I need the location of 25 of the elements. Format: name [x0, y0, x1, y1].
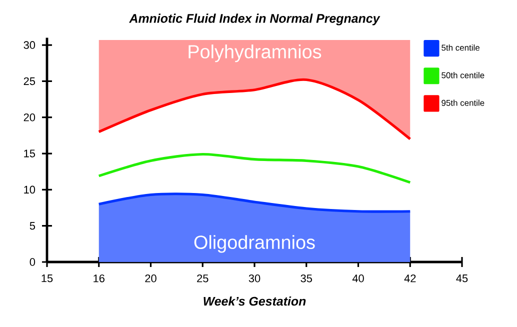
x-tick-label: 40: [352, 274, 364, 282]
y-tick-label: 0: [30, 258, 36, 266]
chart-title: Amniotic Fluid Index in Normal Pregnancy: [129, 14, 380, 26]
y-tick-label: 25: [24, 77, 36, 86]
legend-label: 95th centile: [442, 100, 484, 106]
x-tick-label: 30: [248, 274, 260, 282]
y-tick-label: 5: [30, 222, 36, 230]
x-tick-label: 35: [300, 274, 312, 282]
x-tick-label: 45: [456, 274, 468, 282]
x-axis-title: Week’s Gestation: [204, 296, 306, 306]
annotation: Polyhydramnios: [188, 44, 322, 62]
line-series: [98, 78, 412, 140]
line-series: [98, 152, 412, 184]
legend-label: 50th centile: [442, 72, 484, 78]
annotation: Oligodramnios: [194, 235, 315, 253]
x-tick-label: 15: [42, 274, 53, 282]
x-tick-label: 16: [94, 274, 104, 282]
y-tick-label: 15: [24, 150, 36, 158]
x-tick-label: 42: [404, 274, 416, 282]
legend-label: 5th centile: [442, 44, 480, 51]
y-tick-label: 10: [24, 186, 36, 194]
x-tick-label: 25: [197, 274, 208, 282]
x-tick-label: 20: [145, 274, 156, 282]
y-tick-label: 20: [24, 113, 36, 122]
y-tick-label: 30: [24, 41, 36, 49]
